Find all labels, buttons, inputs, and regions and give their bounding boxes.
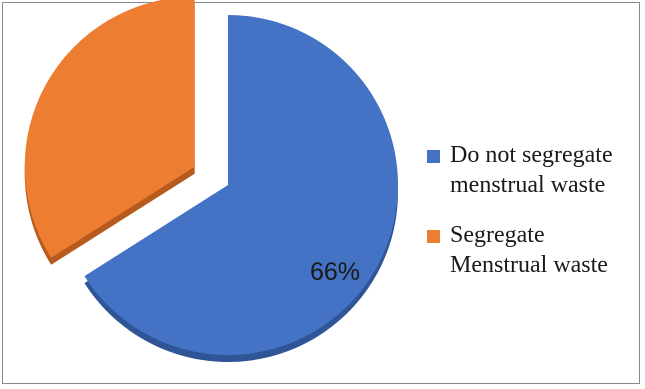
slice-label-do-not-segregate: 66% xyxy=(310,258,360,286)
pie-slice-segregate-menstrual-waste xyxy=(24,0,195,258)
pie-slices xyxy=(24,0,399,362)
legend-item-do-not-segregate: Do not segregate menstrual waste xyxy=(427,140,641,200)
legend-swatch-orange xyxy=(427,230,440,243)
legend: Do not segregate menstrual waste Segrega… xyxy=(427,140,641,300)
pie-slice-do-not-segregate-menstrual-waste xyxy=(84,15,399,356)
legend-label-line-2: menstrual waste xyxy=(450,172,606,198)
legend-label-line-1: Segregate xyxy=(450,222,545,248)
legend-label-line-1: Do not segregate xyxy=(450,142,613,168)
legend-swatch-blue xyxy=(427,150,440,163)
legend-item-segregate: Segregate Menstrual waste xyxy=(427,220,641,280)
legend-label-line-2: Menstrual waste xyxy=(450,252,608,278)
